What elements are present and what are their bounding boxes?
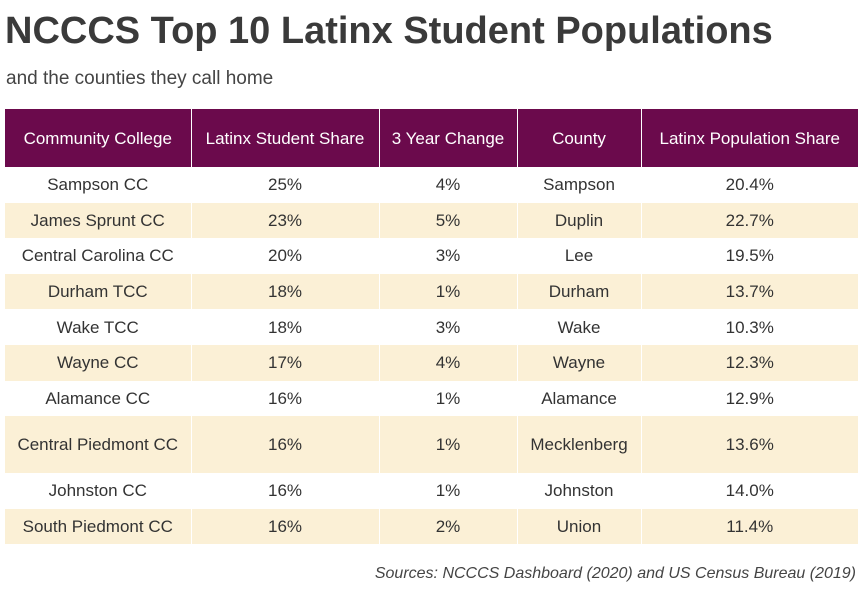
cell-change: 1%: [379, 380, 518, 417]
cell-student-share: 16%: [191, 416, 380, 474]
cell-student-share: 25%: [191, 167, 380, 203]
cell-college: Central Piedmont CC: [5, 416, 192, 474]
cell-student-share: 20%: [191, 238, 380, 274]
cell-county: Mecklenberg: [517, 416, 642, 474]
cell-county: Alamance: [517, 380, 642, 417]
cell-population-share: 19.5%: [641, 238, 858, 274]
source-note: Sources: NCCCS Dashboard (2020) and US C…: [374, 565, 856, 582]
cell-college: South Piedmont CC: [5, 508, 192, 545]
page-title: NCCCS Top 10 Latinx Student Populations: [5, 10, 773, 52]
cell-student-share: 16%: [191, 508, 380, 545]
cell-college: Central Carolina CC: [5, 238, 192, 274]
table-row: Sampson CC 25% 4% Sampson 20.4%: [5, 167, 858, 203]
cell-college: Wake TCC: [5, 309, 192, 345]
table-row: Johnston CC 16% 1% Johnston 14.0%: [5, 473, 858, 509]
table-row: James Sprunt CC 23% 5% Duplin 22.7%: [5, 202, 858, 239]
cell-population-share: 12.9%: [641, 380, 858, 417]
cell-college: Johnston CC: [5, 473, 192, 509]
cell-change: 3%: [379, 238, 518, 274]
cell-college: Durham TCC: [5, 273, 192, 310]
cell-population-share: 22.7%: [641, 202, 858, 239]
cell-change: 1%: [379, 273, 518, 310]
table-row: Alamance CC 16% 1% Alamance 12.9%: [5, 380, 858, 417]
cell-population-share: 13.6%: [641, 416, 858, 474]
cell-county: Wake: [517, 309, 642, 345]
cell-student-share: 16%: [191, 380, 380, 417]
table-row: Central Piedmont CC 16% 1% Mecklenberg 1…: [5, 416, 858, 474]
page-subtitle: and the counties they call home: [6, 68, 274, 89]
cell-county: Union: [517, 508, 642, 545]
header-county: County: [517, 109, 642, 167]
cell-population-share: 12.3%: [641, 344, 858, 381]
cell-student-share: 18%: [191, 273, 380, 310]
header-latinx-student-share: Latinx Student Share: [191, 109, 380, 167]
cell-county: Duplin: [517, 202, 642, 239]
data-table: Community College Latinx Student Share 3…: [5, 109, 858, 545]
cell-change: 2%: [379, 508, 518, 545]
cell-college: James Sprunt CC: [5, 202, 192, 239]
cell-college: Wayne CC: [5, 344, 192, 381]
table-row: Wake TCC 18% 3% Wake 10.3%: [5, 309, 858, 345]
cell-population-share: 13.7%: [641, 273, 858, 310]
table-row: South Piedmont CC 16% 2% Union 11.4%: [5, 508, 858, 545]
cell-college: Sampson CC: [5, 167, 192, 203]
table-row: Wayne CC 17% 4% Wayne 12.3%: [5, 344, 858, 381]
cell-college: Alamance CC: [5, 380, 192, 417]
table-row: Central Carolina CC 20% 3% Lee 19.5%: [5, 238, 858, 274]
cell-population-share: 20.4%: [641, 167, 858, 203]
cell-change: 4%: [379, 167, 518, 203]
cell-population-share: 14.0%: [641, 473, 858, 509]
cell-county: Johnston: [517, 473, 642, 509]
cell-student-share: 17%: [191, 344, 380, 381]
table-row: Durham TCC 18% 1% Durham 13.7%: [5, 273, 858, 310]
cell-county: Durham: [517, 273, 642, 310]
cell-change: 5%: [379, 202, 518, 239]
cell-population-share: 11.4%: [641, 508, 858, 545]
cell-county: Wayne: [517, 344, 642, 381]
cell-student-share: 18%: [191, 309, 380, 345]
cell-county: Sampson: [517, 167, 642, 203]
table-header-row: Community College Latinx Student Share 3…: [5, 109, 858, 167]
header-latinx-population-share: Latinx Population Share: [641, 109, 858, 167]
cell-change: 1%: [379, 473, 518, 509]
cell-county: Lee: [517, 238, 642, 274]
cell-student-share: 16%: [191, 473, 380, 509]
header-three-year-change: 3 Year Change: [379, 109, 518, 167]
cell-population-share: 10.3%: [641, 309, 858, 345]
cell-change: 3%: [379, 309, 518, 345]
header-community-college: Community College: [5, 109, 192, 167]
cell-student-share: 23%: [191, 202, 380, 239]
cell-change: 1%: [379, 416, 518, 474]
cell-change: 4%: [379, 344, 518, 381]
